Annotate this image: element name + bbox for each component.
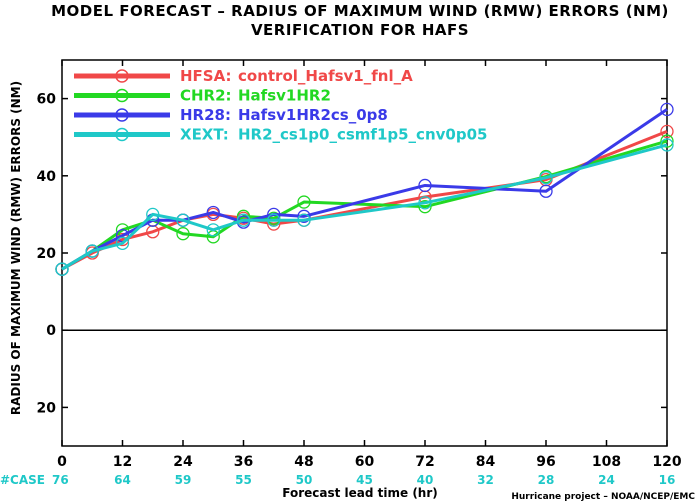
chart-title: MODEL FORECAST – RADIUS OF MAXIMUM WIND …: [51, 2, 669, 20]
data-point: [176, 227, 190, 241]
credit-text: Hurricane project – NOAA/NCEP/EMC: [511, 492, 695, 502]
data-point: [206, 205, 220, 220]
y-tick-label: 20: [37, 246, 57, 262]
legend-name: Hafsv1HR2: [238, 87, 331, 105]
data-point: [206, 223, 220, 237]
chart-subtitle: VERIFICATION FOR HAFS: [251, 21, 469, 39]
case-count: 28: [538, 473, 555, 487]
data-point: [418, 200, 432, 214]
x-tick-label: 48: [294, 454, 313, 470]
data-point: [297, 213, 311, 227]
series-line: [61, 139, 668, 271]
data-point: [146, 207, 160, 222]
case-label: #CASE: [0, 473, 45, 487]
x-tick-label: 0: [57, 454, 67, 470]
x-axis-label: Forecast lead time (hr): [282, 486, 438, 500]
data-point: [660, 102, 674, 117]
x-tick-label: 120: [652, 454, 681, 470]
data-point: [418, 196, 432, 210]
case-count: 32: [477, 473, 494, 487]
y-tick-label: 20: [37, 400, 57, 416]
legend-marker: [115, 88, 129, 103]
x-tick-label: 72: [415, 454, 434, 470]
data-point: [297, 195, 311, 209]
data-point: [660, 124, 674, 139]
data-point: [55, 262, 69, 276]
legend-entry: HFSA: control_Hafsv1_fnl_A: [74, 67, 413, 85]
series-layer: [55, 102, 674, 276]
case-count: 45: [356, 473, 373, 487]
case-count: 55: [235, 473, 252, 487]
legend-id: CHR2:: [180, 87, 232, 105]
axis-ticks: 20 0 20 40 60 0 12 24 36 48 60 72 84 96 108 120: [37, 60, 682, 470]
series-chr2: [55, 134, 674, 276]
legend-entry: XEXT: HR2_cs1p0_csmf1p5_cnv0p05: [74, 126, 487, 144]
case-count: 40: [417, 473, 434, 487]
legend-marker: [115, 127, 129, 142]
data-point: [418, 178, 432, 193]
data-point: [660, 138, 674, 152]
data-point: [267, 213, 281, 227]
case-counts: 76 64 59 55 50 45 40 32 28 24 16: [52, 473, 675, 487]
data-point: [539, 184, 553, 198]
legend-id: HFSA:: [180, 67, 232, 85]
data-point: [85, 244, 99, 258]
legend-entry: CHR2: Hafsv1HR2: [74, 87, 331, 105]
x-tick-label: 24: [173, 454, 193, 470]
legend-entry: HR28: Hafsv1HR2cs_0p8: [74, 106, 388, 124]
series-xext: [55, 138, 674, 276]
legend-marker: [115, 108, 129, 122]
series-line: [61, 143, 668, 271]
case-count: 16: [659, 473, 676, 487]
x-tick-label: 12: [113, 454, 132, 470]
data-point: [660, 134, 674, 148]
data-point: [297, 209, 311, 223]
x-tick-label: 60: [355, 454, 375, 470]
case-count: 76: [52, 473, 69, 487]
data-point: [176, 213, 190, 227]
x-tick-label: 108: [592, 454, 621, 470]
legend-marker: [115, 69, 129, 83]
data-point: [539, 171, 553, 185]
y-tick-label: 60: [37, 92, 57, 108]
legend-id: HR28:: [180, 106, 231, 124]
x-tick-label: 36: [234, 454, 253, 470]
legend-name: Hafsv1HR2cs_0p8: [238, 106, 388, 124]
case-count: 59: [175, 473, 192, 487]
data-point: [236, 213, 251, 227]
case-count: 50: [296, 473, 313, 487]
x-tick-label: 96: [536, 454, 555, 470]
data-point: [115, 236, 130, 251]
case-count: 64: [114, 473, 131, 487]
y-tick-label: 40: [37, 169, 57, 185]
legend-id: XEXT:: [180, 126, 229, 144]
case-count: 24: [598, 473, 615, 487]
y-axis-label: RADIUS OF MAXIMUM WIND (RMW) ERRORS (NM): [9, 81, 23, 415]
y-tick-label: 0: [46, 323, 56, 339]
x-tick-label: 84: [476, 454, 496, 470]
legend-name: control_Hafsv1_fnl_A: [238, 67, 413, 85]
legend-name: HR2_cs1p0_csmf1p5_cnv0p05: [238, 126, 487, 144]
